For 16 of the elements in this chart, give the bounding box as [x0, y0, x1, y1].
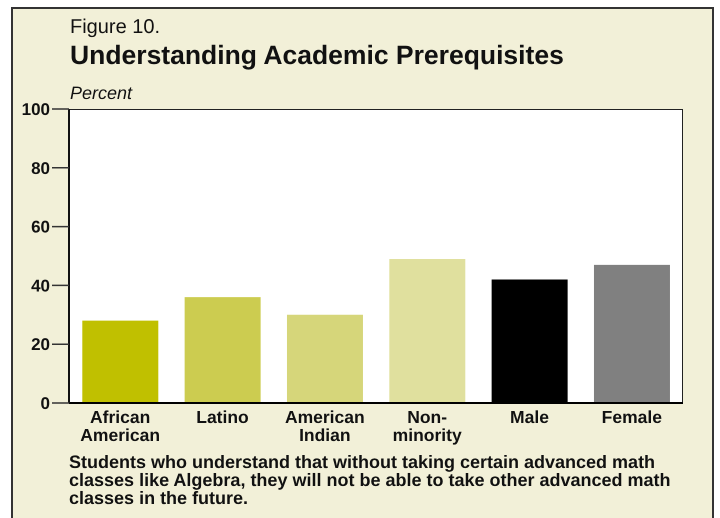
- y-axis-title: Percent: [70, 83, 132, 104]
- x-tick-label: Non-minority: [392, 407, 462, 445]
- chart-title: Understanding Academic Prerequisites: [70, 40, 564, 71]
- text: Students who understand that without taking certain advanced math classes like Algebra, they will not be able to take other advanced math classes in the future.: [69, 452, 672, 508]
- x-tick-label: American Indian: [284, 407, 365, 445]
- y-tick-label: 60: [31, 218, 50, 237]
- x-tick-label: Male: [510, 407, 550, 427]
- y-tick-label: 0: [40, 394, 50, 414]
- y-tick-label: 20: [31, 335, 50, 354]
- chart-subtitle: Figure 10.: [70, 16, 160, 39]
- y-tick-label: 100: [22, 100, 50, 120]
- y-tick-label: 40: [31, 276, 50, 296]
- x-tick-label: Female: [602, 407, 662, 427]
- x-tick-label: Latino: [196, 407, 249, 427]
- y-tick-label: 80: [31, 158, 50, 178]
- x-tick-label: African American: [80, 407, 160, 445]
